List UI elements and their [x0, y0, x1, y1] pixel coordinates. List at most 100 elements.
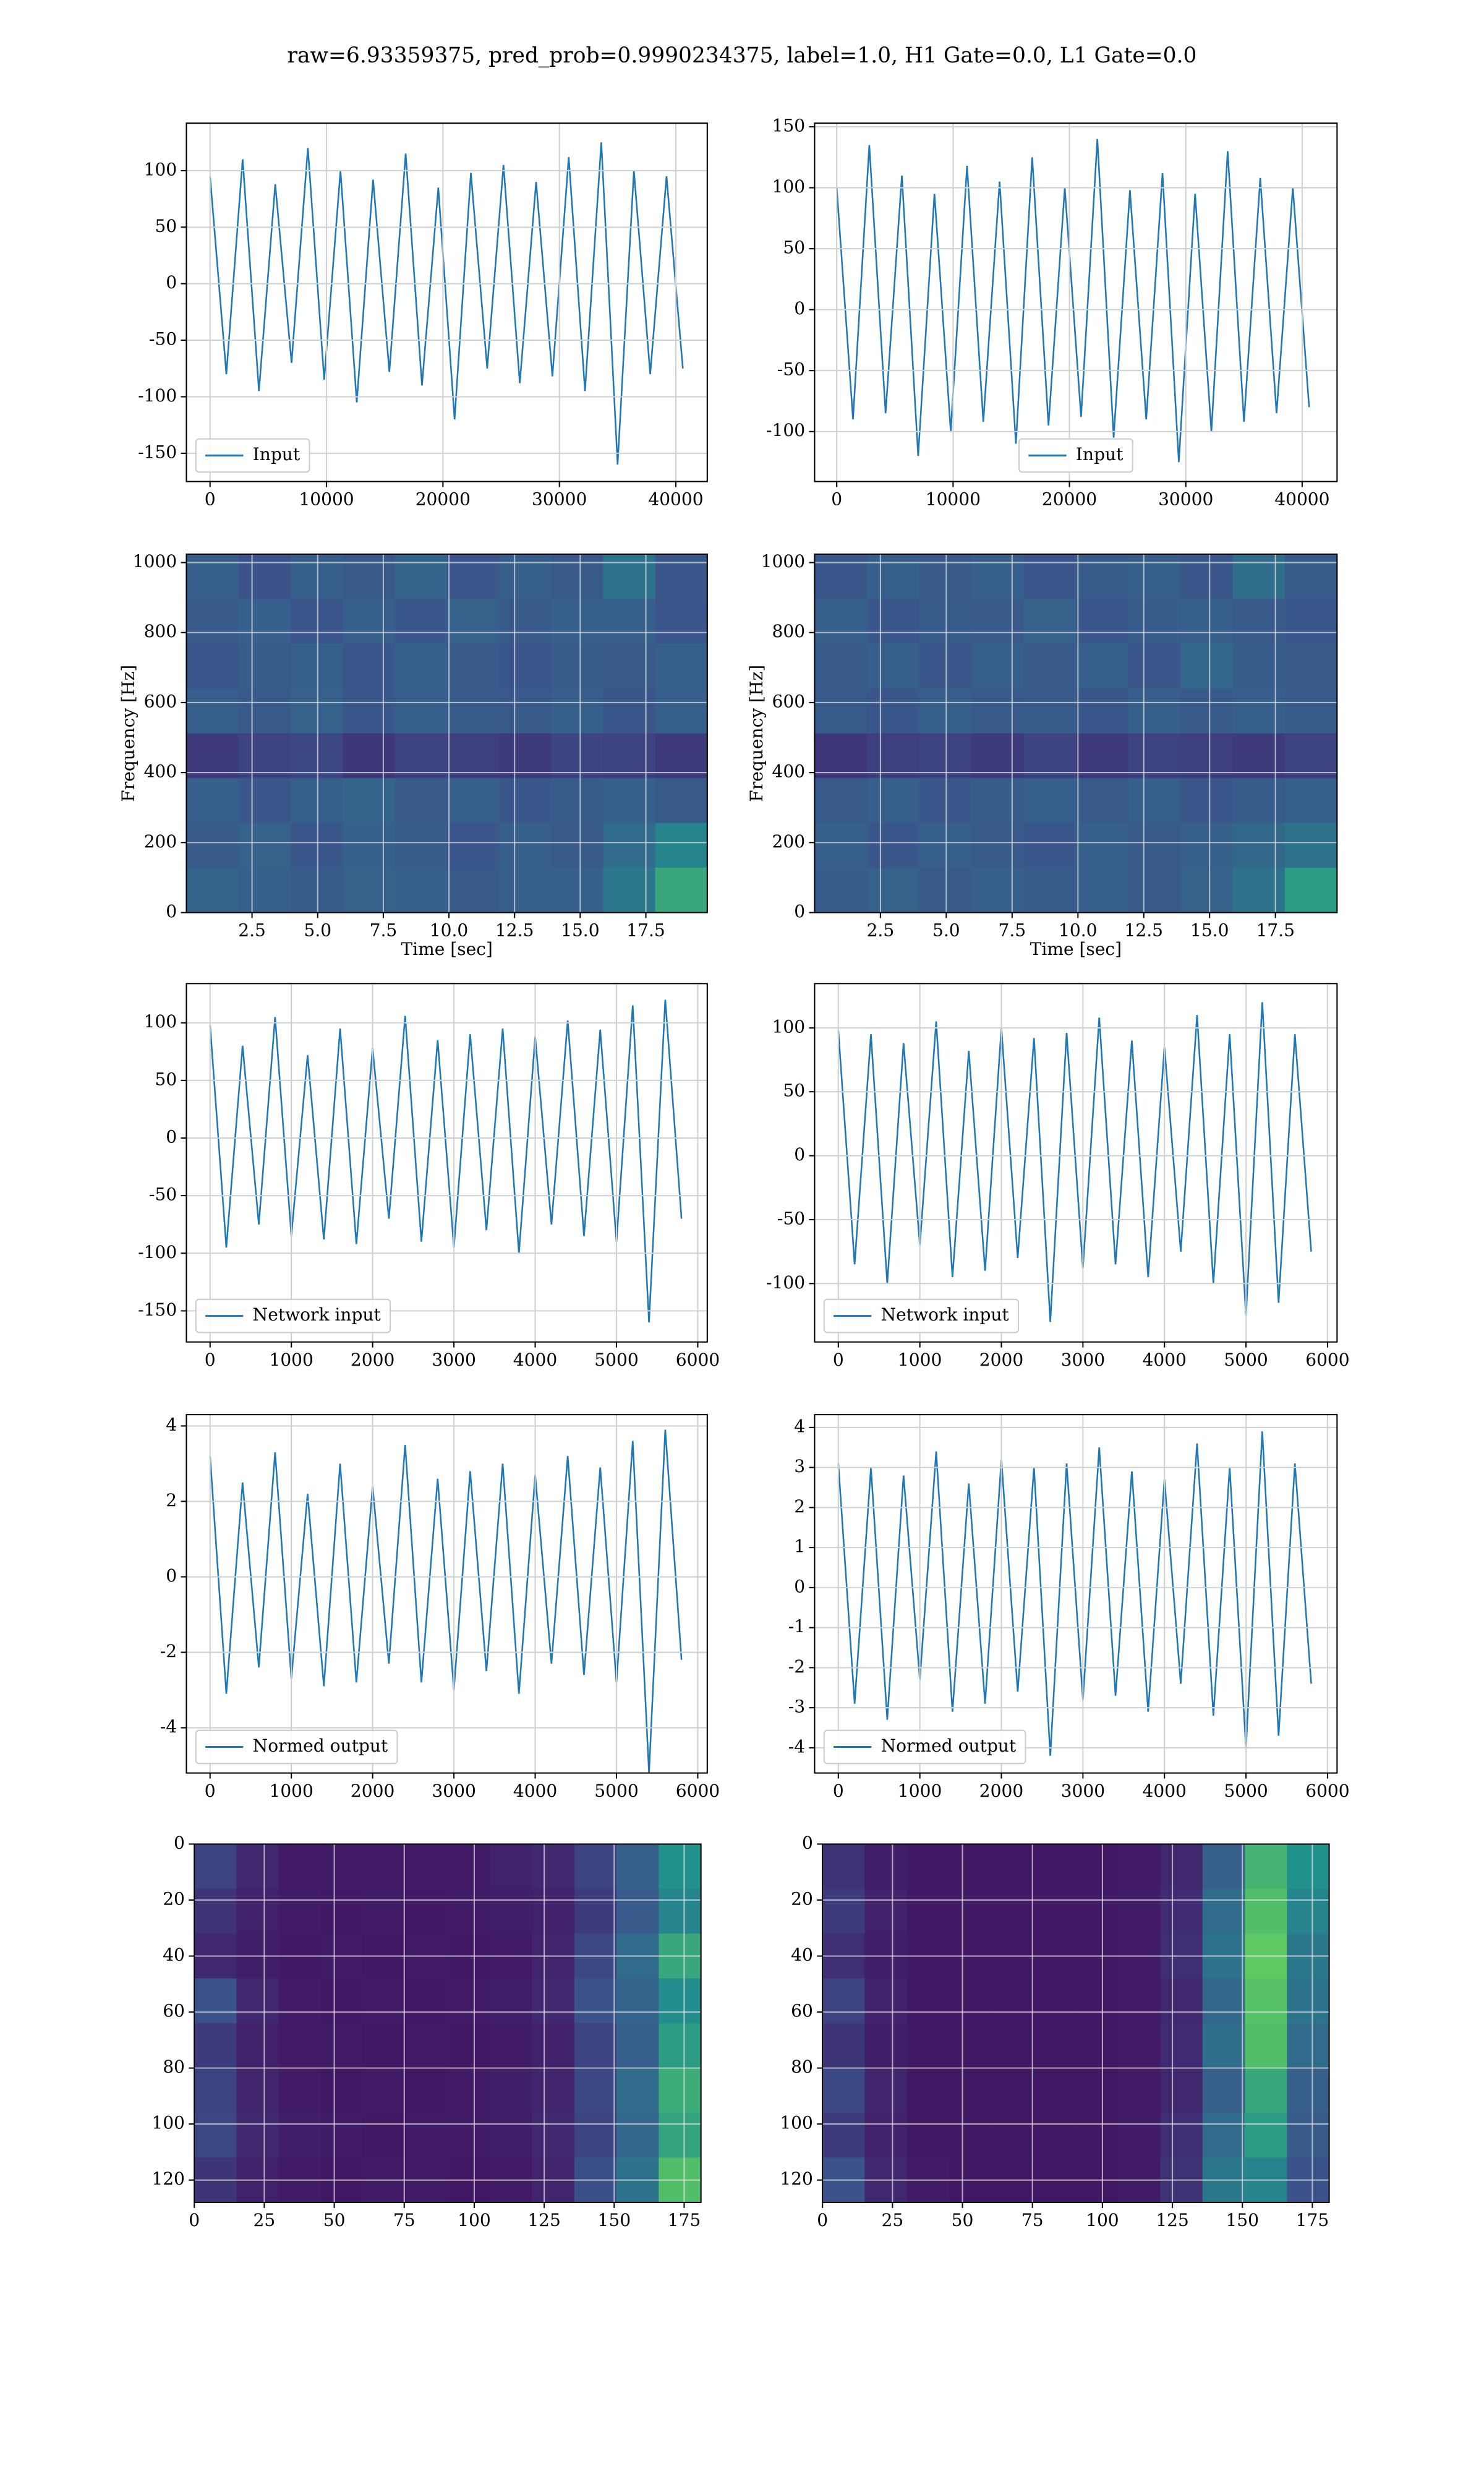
x-axis-label: Time [sec]	[401, 939, 492, 959]
y-tick-label: -2	[788, 1656, 805, 1677]
heatmap-cell	[238, 599, 291, 644]
y-tick-label: 120	[151, 2168, 185, 2189]
heatmap-cell	[1284, 823, 1337, 868]
heatmap-cell	[603, 643, 656, 690]
heatmap-cell	[864, 2068, 908, 2113]
plot-area	[194, 1844, 701, 2202]
heatmap-cell	[1128, 778, 1181, 824]
heatmap-cell	[906, 1888, 950, 1935]
heatmap-cell	[1232, 688, 1286, 734]
heatmap-cell	[186, 599, 239, 644]
heatmap-cell	[906, 1978, 950, 2024]
x-tick-label: 150	[1226, 2210, 1259, 2230]
heatmap-cell	[194, 2113, 237, 2159]
heatmap-cell	[655, 823, 707, 868]
heatmap-cell	[321, 1978, 364, 2024]
heatmap-cell	[616, 1844, 660, 1890]
heatmap-cell	[532, 1888, 575, 1935]
heatmap-cell	[186, 688, 239, 734]
heatmap-cell	[447, 1844, 490, 1890]
subplot: 0 25 50 75 100 125 150 175 0 20 40 60 80 100 120	[151, 1833, 702, 2230]
y-tick-label: 40	[791, 1945, 813, 1965]
legend-box	[195, 1729, 398, 1765]
legend-label: Network input	[881, 1304, 1010, 1325]
heatmap-cell	[919, 823, 972, 868]
y-tick-label: 100	[780, 2113, 813, 2133]
heatmap-cell	[971, 867, 1025, 913]
heatmap-cell	[551, 778, 604, 824]
heatmap-cell	[446, 643, 500, 690]
y-tick-label: -1	[788, 1616, 805, 1637]
y-tick-label: 100	[772, 1016, 806, 1037]
heatmap-cell	[343, 688, 396, 734]
heatmap-cell	[1033, 2113, 1077, 2159]
y-tick-label: -50	[777, 1208, 805, 1228]
y-tick-label: 600	[772, 691, 806, 711]
x-tick-label: 0	[205, 489, 216, 510]
axes-frame	[814, 122, 1338, 482]
heatmap-cell	[394, 599, 448, 644]
x-tick-label: 2000	[351, 1350, 394, 1370]
plot-area	[822, 1844, 1329, 2202]
heatmap-cell	[446, 778, 500, 824]
y-tick-label: 40	[163, 1945, 185, 1965]
heatmap-cell	[949, 1844, 992, 1890]
heatmap-cell	[971, 778, 1025, 824]
heatmap-cell	[490, 1888, 533, 1935]
x-tick-label: 1000	[269, 1350, 313, 1370]
x-tick-label: 17.5	[1256, 920, 1294, 941]
heatmap-cell	[1284, 599, 1337, 644]
heatmap-cell	[1202, 2068, 1245, 2113]
heatmap-cell	[363, 1844, 406, 1890]
y-tick-label: 0	[166, 1126, 177, 1147]
heatmap-cell	[290, 867, 343, 913]
legend: Network input	[195, 1298, 391, 1333]
heatmap-cell	[971, 733, 1025, 779]
heatmap-cell	[659, 2023, 701, 2069]
heatmap-cell	[906, 1844, 950, 1890]
heatmap-cell	[866, 733, 920, 779]
x-tick-label: 2.5	[867, 920, 895, 941]
y-tick-label: 0	[802, 1833, 813, 1853]
heatmap-cell	[1202, 1888, 1245, 1935]
x-tick-label: 5000	[1224, 1781, 1268, 1801]
heatmap-cell	[343, 867, 396, 913]
heatmap-cell	[991, 2068, 1034, 2113]
heatmap-cell	[321, 2068, 364, 2113]
heatmap-cell	[814, 688, 868, 734]
x-tick-label: 6000	[1305, 1350, 1349, 1370]
plot-area	[209, 142, 684, 465]
heatmap-cell	[814, 823, 868, 868]
heatmap-cell	[659, 1978, 701, 2024]
heatmap-cell	[864, 1844, 908, 1890]
x-tick-label: 2.5	[238, 920, 266, 941]
heatmap-cell	[949, 1978, 992, 2024]
heatmap-cell	[278, 2023, 322, 2069]
heatmap-cell	[1023, 643, 1077, 690]
heatmap-cell	[616, 1888, 660, 1935]
heatmap-cell	[1284, 778, 1337, 824]
heatmap-cell	[290, 688, 343, 734]
legend-label: Network input	[253, 1304, 382, 1325]
x-tick-label: 3000	[432, 1781, 475, 1801]
heatmap-cell	[290, 643, 343, 690]
heatmap-cell	[822, 2068, 866, 2113]
heatmap-cell	[659, 1888, 701, 1935]
heatmap-cell	[394, 867, 448, 913]
heatmap-cell	[866, 867, 920, 913]
y-tick-label: 50	[155, 216, 177, 236]
heatmap-cell	[186, 778, 239, 824]
heatmap-cell	[363, 2068, 406, 2113]
heatmap-cell	[616, 2068, 660, 2113]
heatmap-cell	[290, 733, 343, 779]
x-tick-label: 3000	[1061, 1781, 1105, 1801]
heatmap-cell	[603, 778, 656, 824]
heatmap-cell	[194, 2068, 237, 2113]
heatmap-cell	[343, 778, 396, 824]
y-tick-label: 2	[166, 1490, 177, 1510]
heatmap-cell	[447, 2068, 490, 2113]
legend-label: Input	[253, 444, 301, 464]
legend-label: Normed output	[881, 1736, 1017, 1756]
x-tick-label: 5000	[1224, 1350, 1268, 1370]
legend: Normed output	[823, 1729, 1026, 1765]
